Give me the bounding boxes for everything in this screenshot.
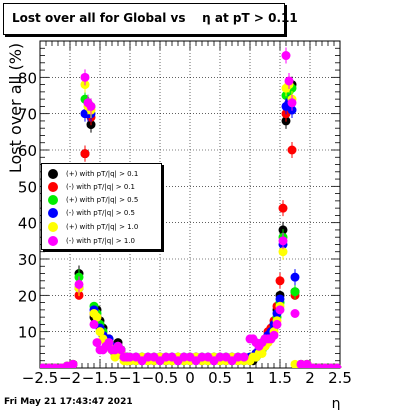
x-tick-label: 0 <box>185 369 195 387</box>
x-tick-label: 0.5 <box>208 369 232 387</box>
x-axis-title: η <box>332 396 341 410</box>
data-point <box>332 363 342 368</box>
x-tick-label: −2.5 <box>22 369 58 387</box>
data-point <box>278 203 288 213</box>
y-tick-label: 70 <box>18 106 37 124</box>
y-tick-label: 30 <box>18 251 37 269</box>
legend-label: (-) with pT/|q| > 0.1 <box>66 182 135 191</box>
data-point <box>86 101 96 111</box>
data-point <box>269 330 279 340</box>
legend-marker-blue <box>48 207 58 218</box>
data-point <box>92 312 102 322</box>
legend-label: (-) with pT/|q| > 1.0 <box>66 236 135 245</box>
data-point <box>257 348 267 358</box>
legend-label: (+) with pT/|q| > 1.0 <box>66 222 139 231</box>
data-point <box>290 287 300 297</box>
data-point <box>92 338 102 348</box>
data-point <box>116 345 126 355</box>
data-point <box>284 76 294 86</box>
data-point <box>239 352 249 362</box>
x-tick-label: −2 <box>59 369 81 387</box>
timestamp-footer: Fri May 21 17:43:47 2021 <box>4 397 133 407</box>
chart-title-box: Lost over all for Global vs η at pT > 0.… <box>3 3 298 35</box>
grid-lines <box>39 41 341 368</box>
data-point <box>290 272 300 282</box>
data-point <box>104 338 114 348</box>
y-tick-label: 60 <box>18 142 37 160</box>
data-point <box>74 279 84 289</box>
legend-label: (+) with pT/|q| > 0.5 <box>66 195 139 204</box>
data-point <box>80 149 90 159</box>
legend-item: (+) with pT/|q| > 0.5 <box>48 193 138 206</box>
legend-marker-yellow <box>48 221 58 232</box>
y-tick-label: 20 <box>18 287 37 305</box>
y-axis-title: Lost over all (%) <box>6 43 25 173</box>
data-point <box>278 236 288 246</box>
data-point <box>287 145 297 155</box>
data-point <box>272 319 282 329</box>
data-point <box>89 319 99 329</box>
x-tick-label: −1.5 <box>82 369 118 387</box>
data-point <box>275 305 285 315</box>
x-tick-label: 2 <box>305 369 315 387</box>
y-tick-label: 40 <box>18 215 37 233</box>
y-tick-label: 10 <box>18 324 37 342</box>
legend-item: (-) with pT/|q| > 0.1 <box>48 180 135 193</box>
legend-item: (-) with pT/|q| > 0.5 <box>48 206 135 219</box>
x-tick-label: 1 <box>245 369 255 387</box>
legend-marker-green <box>48 194 58 205</box>
y-tick-label: 80 <box>18 69 37 87</box>
marker-layer <box>40 47 342 368</box>
data-point <box>281 51 291 61</box>
x-tick-label: 2.5 <box>328 369 352 387</box>
legend: (+) with pT/|q| > 0.1 (-) with pT/|q| > … <box>41 163 162 250</box>
y-tick-label: 50 <box>18 178 37 196</box>
legend-item: (-) with pT/|q| > 1.0 <box>48 234 135 247</box>
data-markers <box>40 47 342 368</box>
data-point <box>287 98 297 108</box>
legend-item: (+) with pT/|q| > 0.1 <box>48 167 138 180</box>
x-tick-label: −1 <box>119 369 141 387</box>
data-point <box>68 359 78 368</box>
data-point <box>275 276 285 286</box>
data-point <box>275 294 285 304</box>
data-point <box>290 309 300 318</box>
chart-title: Lost over all for Global vs η at pT > 0.… <box>12 11 298 25</box>
legend-label: (+) with pT/|q| > 0.1 <box>66 169 139 178</box>
data-point <box>80 72 90 82</box>
x-tick-label: −0.5 <box>142 369 178 387</box>
legend-marker-black <box>48 168 58 179</box>
axis-labels: −2.5 −2 −1.5 −1 −0.5 0 0.5 1 1.5 2 2.5 10 20 30 40 50 60… <box>6 43 352 410</box>
x-tick-label: 1.5 <box>268 369 292 387</box>
legend-label: (-) with pT/|q| > 0.5 <box>66 208 135 217</box>
data-point <box>278 247 288 257</box>
legend-marker-red <box>48 181 58 192</box>
data-point <box>95 327 105 337</box>
legend-marker-magenta <box>48 235 58 246</box>
legend-item: (+) with pT/|q| > 1.0 <box>48 220 138 233</box>
